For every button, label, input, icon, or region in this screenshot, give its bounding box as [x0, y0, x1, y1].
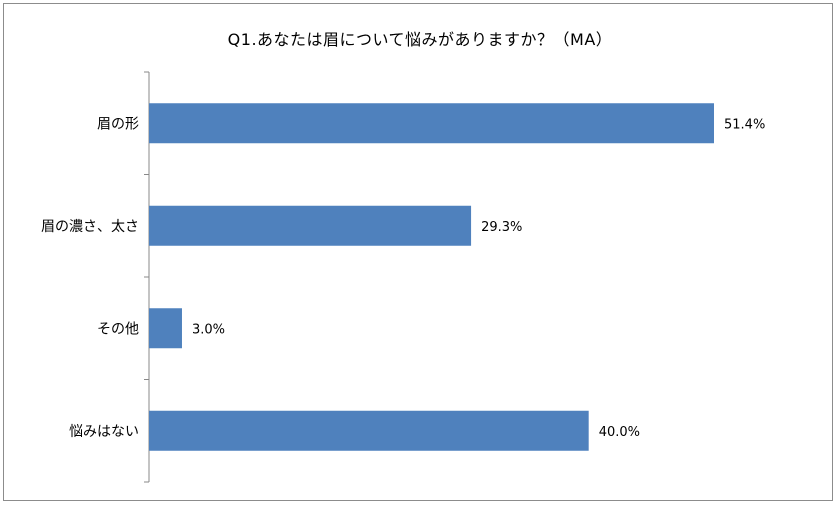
- value-label-1: 29.3%: [481, 220, 522, 235]
- chart-title: Q1.あなたは眉について悩みがありますか？（MA）: [227, 30, 613, 49]
- value-label-2: 3.0%: [192, 322, 225, 337]
- category-label-3: 悩みはない: [69, 424, 139, 440]
- category-label-0: 眉の形: [97, 116, 139, 132]
- category-label-1: 眉の濃さ、太さ: [41, 219, 139, 235]
- bar-3: [149, 410, 589, 451]
- bar-2: [149, 308, 182, 349]
- value-label-0: 51.4%: [724, 117, 765, 132]
- bar-0: [149, 103, 714, 144]
- bar-1: [149, 205, 472, 246]
- value-label-3: 40.0%: [599, 425, 640, 440]
- category-label-2: その他: [97, 321, 139, 337]
